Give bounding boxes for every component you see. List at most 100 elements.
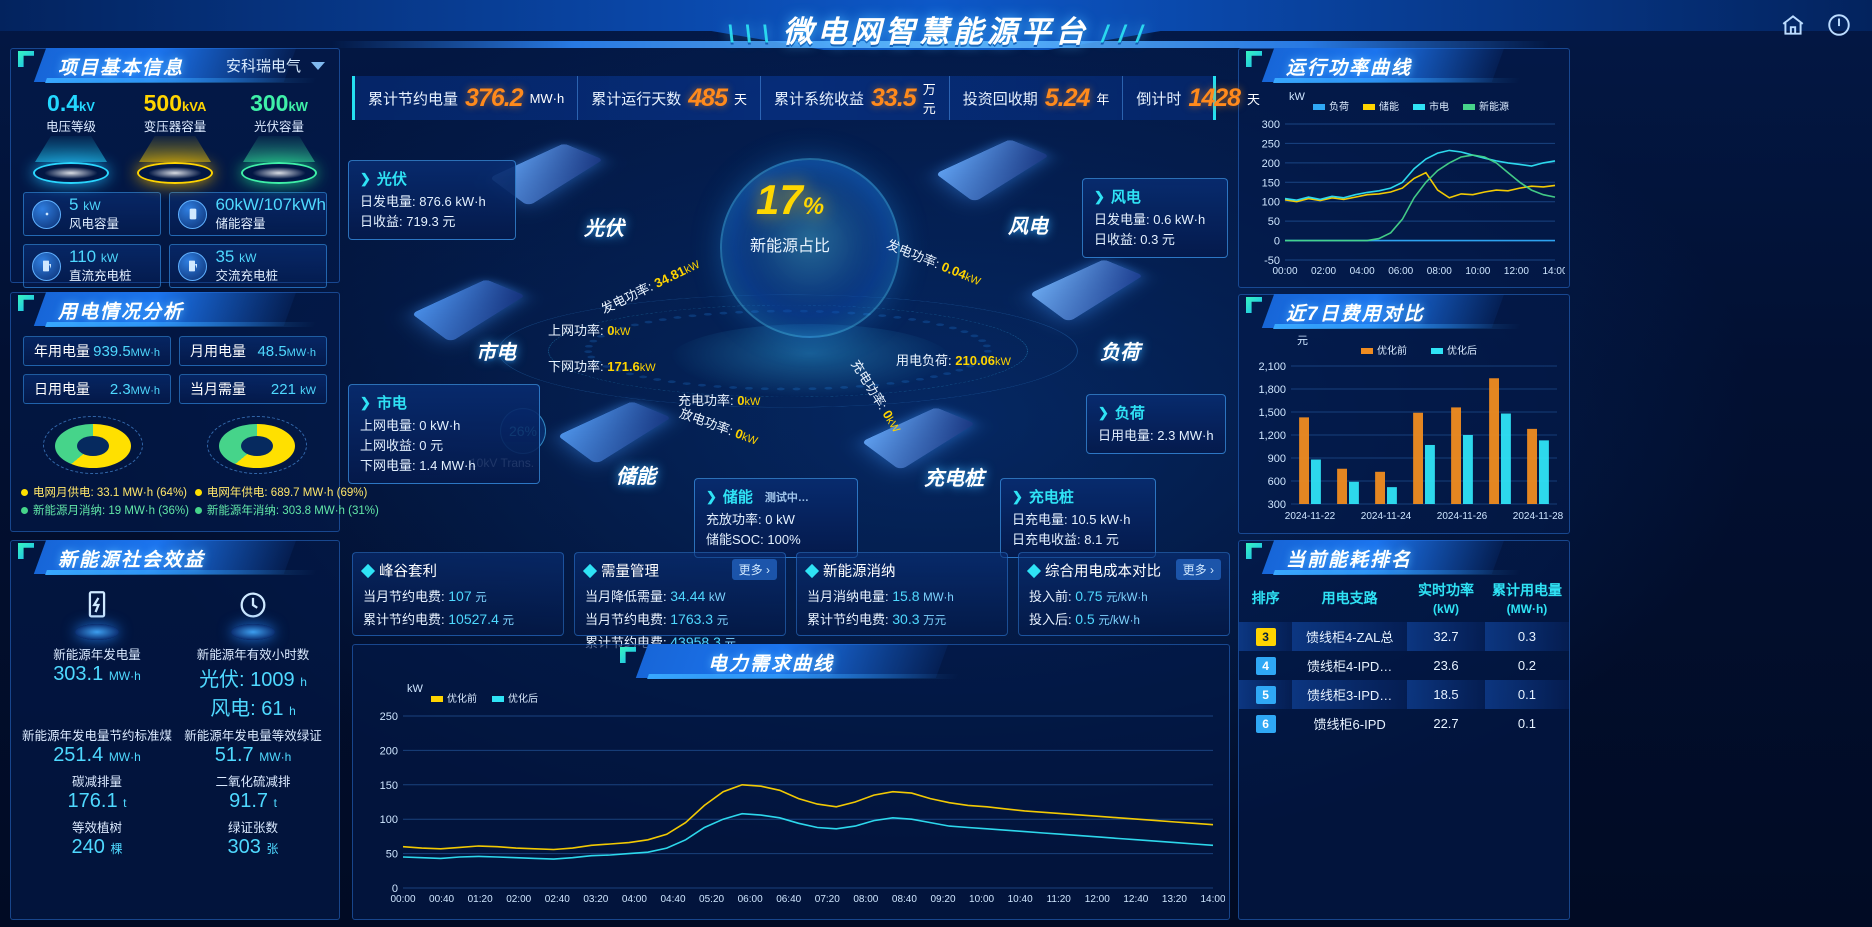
svg-text:08:00: 08:00 — [853, 894, 878, 905]
svg-text:市电: 市电 — [1429, 100, 1449, 113]
table-row[interactable]: 3 馈线柜4-ZAL总 32.7 0.3 — [1239, 622, 1569, 651]
svg-text:优化前: 优化前 — [447, 692, 477, 705]
svg-text:元: 元 — [1297, 335, 1308, 347]
kpi-label: 倒计时 — [1136, 90, 1182, 108]
legend-grid-month: 电网月供电: 33.1 MW·h (64%) — [33, 487, 187, 499]
card-title: 新能源消纳 — [823, 564, 896, 580]
svg-text:2,100: 2,100 — [1258, 361, 1286, 373]
capacity-pv: 300kW 光伏容量 — [229, 90, 329, 184]
panel-usage-analysis: 用电情况分析 年用电量 939.5MW·h 月用电量 48.5MW·h 日用电量 2.… — [10, 292, 379, 532]
capacity-unit: kW — [288, 99, 308, 114]
box-value: 35 — [215, 246, 235, 266]
box-value: 110 — [69, 246, 97, 266]
panel-header: 运行功率曲线 — [1238, 48, 1569, 83]
table-row[interactable]: 5 馈线柜3-IPD… 18.5 0.1 — [1239, 680, 1569, 709]
capacity-unit: kV — [79, 99, 95, 114]
social-item-cert: 新能源年发电量等效绿证 51.7 MW·h — [177, 725, 329, 767]
cell-power: 18.5 — [1407, 680, 1485, 709]
donut-charts — [11, 404, 339, 480]
core-label: 新能源占比 — [749, 238, 830, 255]
svg-text:300: 300 — [1262, 119, 1280, 131]
social-value: 176.1 — [67, 790, 118, 812]
asset-load[interactable] — [1029, 256, 1144, 323]
ranking-table: 排序 用电支路 实时功率 (kW) 累计用电量 (MW·h) 3 馈线柜4-ZAL总… — [1239, 574, 1569, 738]
svg-text:00:00: 00:00 — [1272, 266, 1297, 277]
asset-grid[interactable] — [411, 276, 526, 343]
svg-text:00:00: 00:00 — [390, 894, 415, 905]
svg-text:14:00: 14:00 — [1200, 894, 1225, 905]
table-row[interactable]: 4 馈线柜4-IPD… 23.6 0.2 — [1239, 651, 1569, 680]
flow-down-power: 下网功率: 171.6kW — [548, 359, 656, 374]
asset-label-charger: 充电桩 — [924, 468, 984, 490]
social-label: 绿证张数 — [227, 821, 278, 835]
social-item-carbon: 碳减排量 176.1 t — [21, 771, 173, 813]
kpi-item-1: 累计运行天数 485 天 — [578, 76, 761, 120]
social-unit: MW·h — [108, 669, 141, 683]
corner-icon — [620, 647, 636, 663]
capacity-value: 300 — [250, 90, 289, 116]
company-select[interactable]: 安科瑞电气 — [226, 55, 325, 76]
panel-header: 用电情况分析 — [10, 292, 339, 327]
battery-bolt-icon — [69, 586, 125, 642]
usage-day: 日用电量 2.3MW·h — [23, 374, 171, 404]
box-unit: kW — [100, 250, 119, 265]
core-percent: 17% — [755, 176, 825, 223]
cell-energy: 0.1 — [1484, 680, 1569, 709]
cell-branch: 馈线柜3-IPD… — [1292, 680, 1408, 709]
asset-wind[interactable] — [935, 136, 1050, 203]
svg-text:kW: kW — [1289, 91, 1306, 103]
box-ac-charger: 35 kW 交流充电桩 — [169, 244, 327, 288]
asset-label-load: 负荷 — [1100, 342, 1140, 364]
new-energy-core — [720, 158, 900, 338]
usage-boxes: 年用电量 939.5MW·h 月用电量 48.5MW·h 日用电量 2.3MW·h 当… — [11, 326, 339, 404]
asset-storage[interactable] — [557, 398, 672, 465]
box-storage-capacity: 60kW/107kWh 储能容量 — [169, 192, 327, 236]
svg-text:06:00: 06:00 — [738, 894, 763, 905]
card-title: 综合用电成本对比 — [1045, 564, 1161, 580]
usage-month: 月用电量 48.5MW·h — [179, 336, 327, 366]
svg-text:50: 50 — [386, 849, 398, 861]
card-grid: ❯ 市电 上网电量: 0 kW·h 上网收益: 0 元 下网电量: 1.4 MW·… — [348, 384, 540, 485]
social-value: 240 — [71, 836, 105, 858]
svg-text:01:20: 01:20 — [468, 894, 493, 905]
kpi-bar: 累计节约电量 376.2 MW·h 累计运行天数 485 天 累计系统收益 33… — [352, 76, 1260, 120]
svg-text:07:20: 07:20 — [815, 894, 840, 905]
svg-text:02:00: 02:00 — [1311, 266, 1336, 277]
panel-project-info: 项目基本信息 安科瑞电气 0.4kV 电压等级 500kVA 变压器容量 300… — [10, 48, 340, 288]
panel-header: 当前能耗排名 — [1238, 540, 1569, 575]
kpi-label: 累计运行天数 — [591, 90, 682, 108]
kpi-unit: 天 — [1247, 91, 1261, 107]
social-value: 风电: 61 — [210, 698, 284, 720]
flow-load-power: 用电负荷: 210.06kW — [896, 353, 1011, 368]
svg-text:2024-11-28: 2024-11-28 — [1513, 511, 1564, 522]
cost-chart: 优化前 优化后 元 300 600 900 1,200 1,500 1,800 2,100 2024… — [1239, 328, 1569, 533]
social-label: 新能源年发电量节约标准煤 — [21, 729, 172, 743]
box-value: 5 — [69, 194, 79, 214]
svg-text:2024-11-26: 2024-11-26 — [1437, 511, 1488, 522]
social-label: 新能源年发电量 — [53, 648, 141, 662]
legend-new-year: 新能源年消纳: 303.8 MW·h (31%) — [206, 505, 379, 517]
energy-flow-diagram: 17% 新能源占比 光伏 风电 市电 负荷 储能 充电桩 发电功率: 34.81… — [348, 128, 1232, 559]
more-button-demand[interactable]: 更多 › — [731, 559, 777, 580]
social-item-hours: 新能源年有效小时数 光伏: 1009 h 风电: 61 h — [177, 586, 329, 721]
kpi-value: 376.2 — [465, 83, 524, 112]
demand-chart-svg: 优化前 优化后 kW 0 50 100 150 200 250 00:00 00:40 01:20 02… — [380, 683, 1226, 905]
svg-text:1,500: 1,500 — [1258, 407, 1286, 419]
svg-text:250: 250 — [1262, 138, 1280, 150]
table-row[interactable]: 6 馈线柜6-IPD 22.7 0.1 — [1239, 709, 1569, 738]
usage-unit: MW·h — [130, 384, 160, 397]
power-icon[interactable] — [1826, 12, 1852, 38]
capacity-transformer: 500kVA 变压器容量 — [125, 90, 225, 184]
kpi-unit: MW·h — [529, 90, 565, 106]
panel-social-benefit: 新能源社会效益 新能源年发电量 303.1 MW·h 新能源年有效小时数 光伏:… — [10, 540, 340, 920]
svg-text:1,800: 1,800 — [1258, 384, 1286, 396]
asset-label-pv: 光伏 — [584, 218, 624, 240]
home-icon[interactable] — [1780, 12, 1806, 38]
social-label: 新能源年有效小时数 — [196, 648, 310, 662]
donut-legends: 电网月供电: 33.1 MW·h (64%) 新能源月消纳: 19 MW·h (… — [11, 480, 379, 520]
more-button-cost[interactable]: 更多 › — [1175, 559, 1221, 580]
corner-icon — [18, 295, 34, 311]
svg-text:150: 150 — [380, 780, 398, 792]
kpi-label: 累计系统收益 — [774, 90, 865, 108]
card-new-energy-consumption: 新能源消纳 当月消纳电量: 15.8 MW·h 累计节约电费: 30.3 万元 — [796, 552, 1008, 636]
